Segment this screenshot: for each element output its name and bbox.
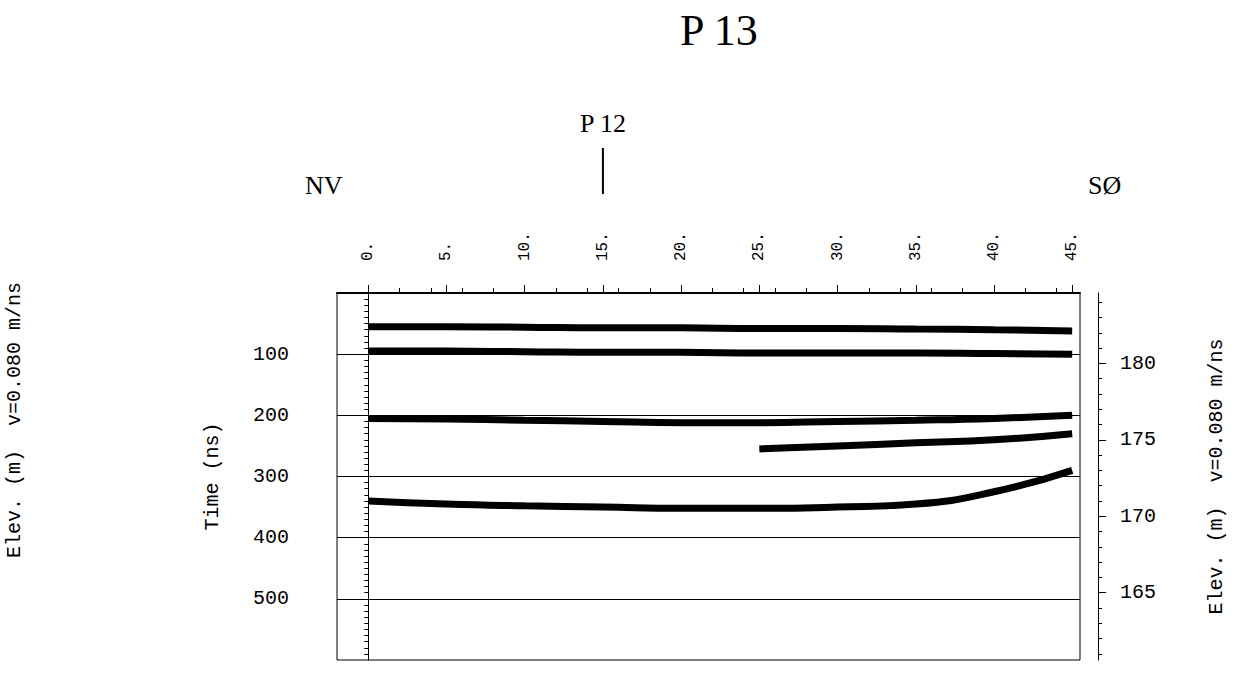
svg-text:Elev. (m) v=0.080 m/ns: Elev. (m) v=0.080 m/ns	[3, 282, 26, 558]
svg-text:300: 300	[253, 465, 289, 488]
svg-text:35.: 35.	[907, 232, 925, 261]
svg-text:P 12: P 12	[580, 109, 626, 138]
svg-text:180: 180	[1120, 352, 1156, 375]
svg-text:500: 500	[253, 587, 289, 610]
svg-text:Elev. (m) v=0.080 m/ns: Elev. (m) v=0.080 m/ns	[1205, 338, 1228, 614]
svg-text:175: 175	[1120, 428, 1156, 451]
svg-text:165: 165	[1120, 581, 1156, 604]
svg-text:100: 100	[253, 343, 289, 366]
svg-text:SØ: SØ	[1088, 171, 1121, 200]
svg-text:Time (ns): Time (ns)	[201, 422, 224, 530]
svg-text:45.: 45.	[1063, 232, 1081, 261]
svg-text:400: 400	[253, 526, 289, 549]
svg-text:15.: 15.	[594, 232, 612, 261]
svg-text:20.: 20.	[672, 232, 690, 261]
svg-text:30.: 30.	[829, 232, 847, 261]
svg-text:170: 170	[1120, 505, 1156, 528]
svg-text:40.: 40.	[985, 232, 1003, 261]
svg-text:25.: 25.	[750, 232, 768, 261]
svg-text:0.: 0.	[359, 242, 377, 261]
svg-text:P 13: P 13	[680, 6, 758, 55]
svg-text:5.: 5.	[437, 242, 455, 261]
svg-text:10.: 10.	[516, 232, 534, 261]
svg-text:NV: NV	[305, 171, 343, 200]
svg-text:200: 200	[253, 404, 289, 427]
